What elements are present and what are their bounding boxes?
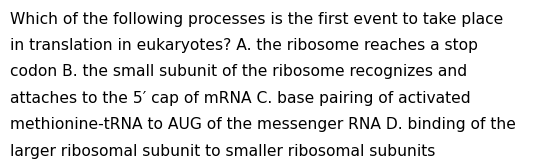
Text: in translation in eukaryotes? A. the ribosome reaches a stop: in translation in eukaryotes? A. the rib…	[10, 38, 478, 53]
Text: larger ribosomal subunit to smaller ribosomal subunits: larger ribosomal subunit to smaller ribo…	[10, 144, 435, 159]
Text: methionine-tRNA to AUG of the messenger RNA D. binding of the: methionine-tRNA to AUG of the messenger …	[10, 117, 516, 132]
Text: Which of the following processes is the first event to take place: Which of the following processes is the …	[10, 12, 503, 27]
Text: attaches to the 5′ cap of mRNA C. base pairing of activated: attaches to the 5′ cap of mRNA C. base p…	[10, 91, 470, 106]
Text: codon B. the small subunit of the ribosome recognizes and: codon B. the small subunit of the riboso…	[10, 64, 467, 79]
